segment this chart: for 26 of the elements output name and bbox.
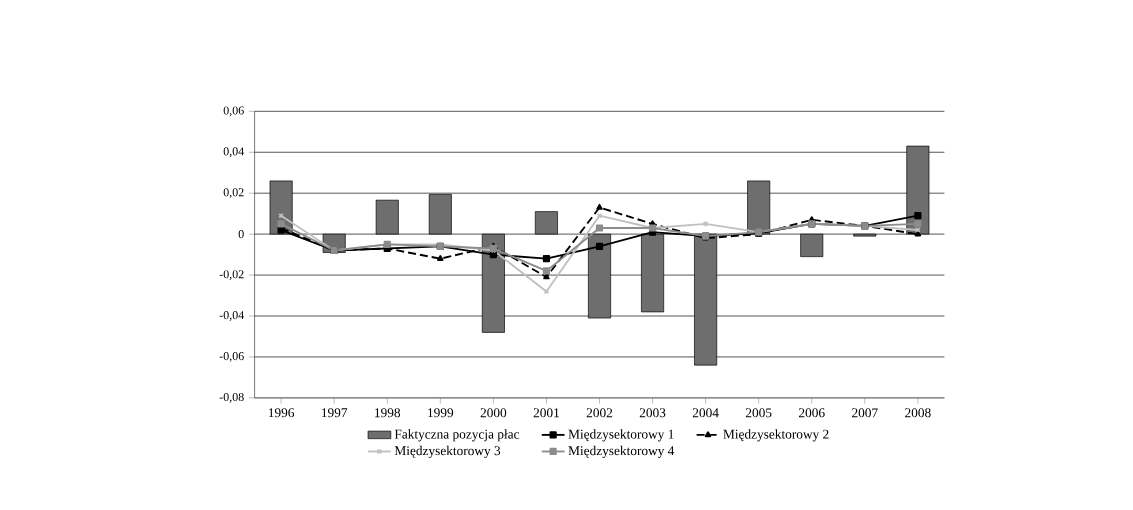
x-tick-label: 2001 — [533, 408, 559, 418]
x-tick-label: 1996 — [268, 408, 295, 418]
x-tick-label: 2007 — [852, 408, 878, 418]
x-tick-label: 2006 — [799, 408, 825, 418]
x-tick-label: 2003 — [639, 408, 666, 418]
x-tick-label: 1999 — [428, 408, 454, 418]
legend-label: Międzysektorowy 1 — [568, 429, 674, 442]
y-tick-label: -0,02 — [219, 270, 244, 281]
y-tick-label: -0,08 — [219, 393, 244, 403]
legend-label: Międzysektorowy 4 — [568, 445, 675, 459]
y-tick-label: 0,06 — [223, 106, 244, 117]
y-tick-label: 0,02 — [223, 188, 244, 199]
y-tick-label: -0,04 — [219, 311, 245, 321]
x-tick-label: 1997 — [322, 408, 348, 418]
y-tick-label: -0,06 — [219, 352, 244, 362]
legend-label: Międzysektorowy 2 — [723, 429, 829, 442]
y-tick-label: 0,04 — [223, 147, 245, 158]
x-tick-label: 2002 — [586, 408, 613, 418]
x-tick-label: 1998 — [375, 408, 401, 418]
x-tick-label: 2005 — [745, 408, 772, 418]
legend-label: Faktyczna pozycja płac — [394, 429, 520, 442]
x-tick-label: 2008 — [905, 408, 931, 418]
y-tick-label: 0 — [238, 230, 244, 239]
x-tick-label: 2004 — [692, 408, 719, 418]
x-tick-label: 2000 — [480, 408, 507, 418]
legend-label: Międzysektorowy 3 — [394, 445, 501, 459]
